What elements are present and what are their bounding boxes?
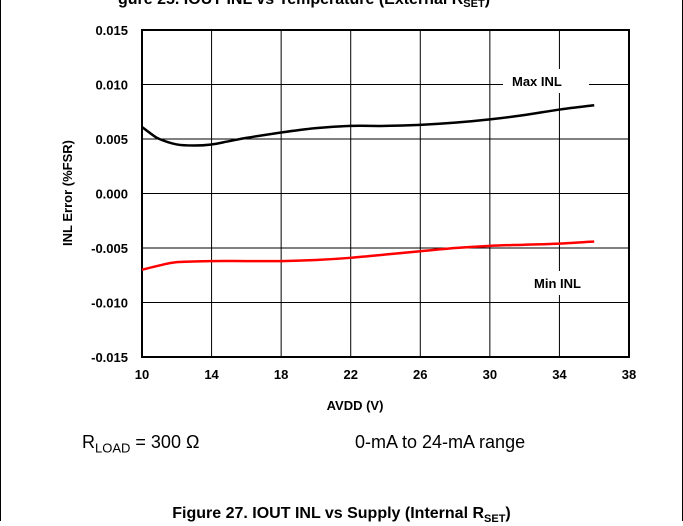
x-tick-label: 22 <box>343 367 357 382</box>
y-axis-label: INL Error (%FSR) <box>60 140 75 246</box>
y-tick-label: 0.000 <box>95 187 128 202</box>
y-tick-label: -0.005 <box>91 241 128 256</box>
figure-header: gure 25. IOUT INL vs Temperature (Extern… <box>118 0 490 10</box>
x-tick-label: 14 <box>204 367 219 382</box>
figure-header-sub: SET <box>463 0 485 10</box>
rload-condition: RLOAD = 300 Ω <box>82 432 200 456</box>
x-tick-label: 26 <box>413 367 427 382</box>
y-tick-label: -0.015 <box>91 350 128 365</box>
y-tick-label: 0.005 <box>95 132 128 147</box>
y-tick-label: -0.010 <box>91 296 128 311</box>
y-tick-label: 0.010 <box>95 78 128 93</box>
plot-border <box>141 29 630 358</box>
x-tick-label: 10 <box>135 367 149 382</box>
min-inl-label: Min INL <box>534 276 581 291</box>
caption-sub: SET <box>484 513 506 526</box>
y-tick-label: 0.015 <box>95 23 128 38</box>
range-condition: 0-mA to 24-mA range <box>355 432 526 452</box>
series-line-min-inl <box>141 240 595 272</box>
x-tick-label: 38 <box>622 367 636 382</box>
max-inl-label-bg <box>503 69 589 93</box>
min-inl-label-bg <box>525 271 605 295</box>
x-axis-label: AVDD (V) <box>327 398 384 413</box>
x-tick-label: 18 <box>274 367 288 382</box>
x-tick-label: 30 <box>483 367 497 382</box>
figure-caption: Figure 27. IOUT INL vs Supply (Internal … <box>172 505 511 526</box>
plot-area: 10 14 18 22 26 30 34 38 0.015 0.010 0.005 0.000 -0.0… <box>91 23 636 382</box>
rload-sub: LOAD <box>95 440 131 456</box>
series-line-max-inl <box>141 103 595 147</box>
max-inl-label: Max INL <box>512 74 562 89</box>
x-tick-label: 34 <box>552 367 567 382</box>
